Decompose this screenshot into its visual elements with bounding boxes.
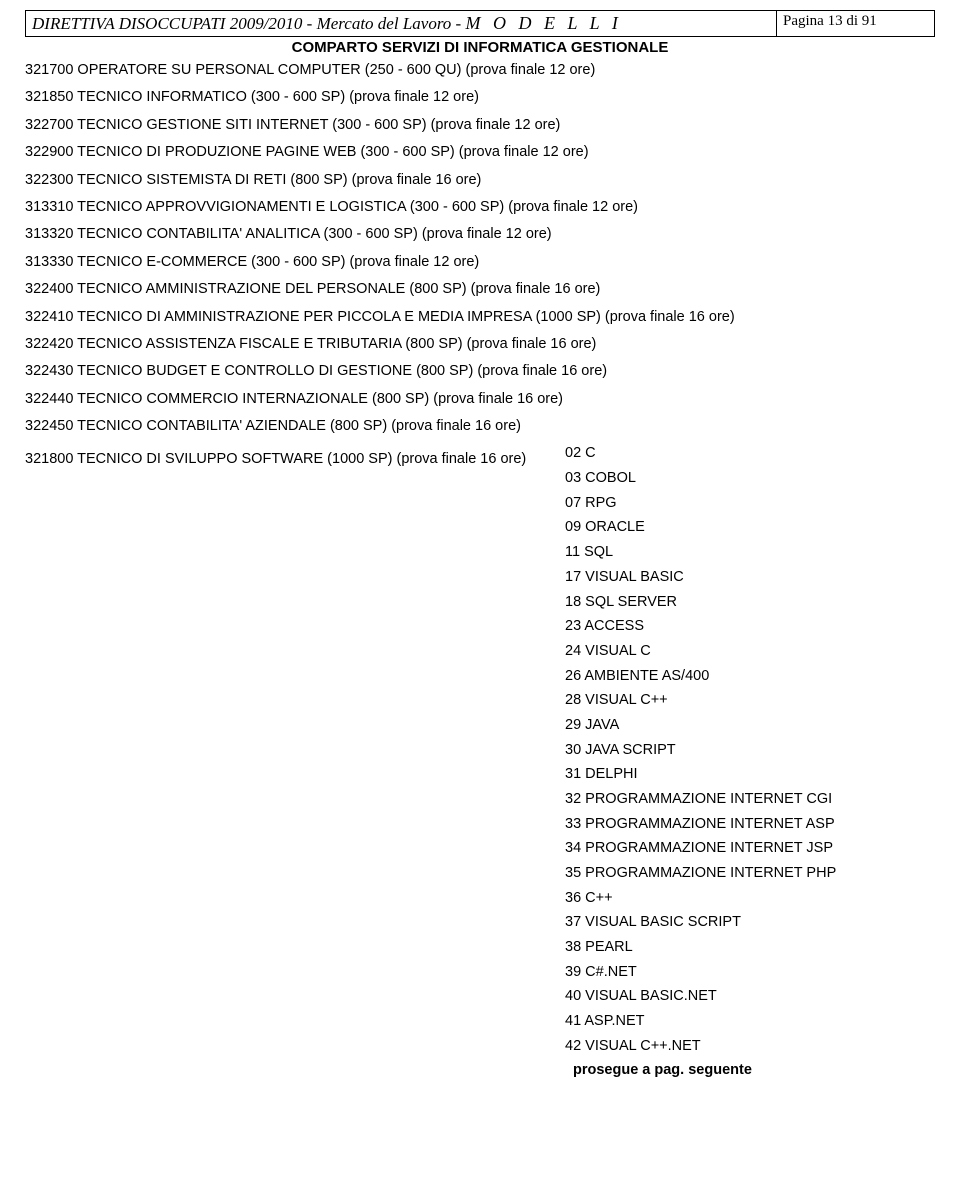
section-title: COMPARTO SERVIZI DI INFORMATICA GESTIONA… (25, 39, 935, 56)
sub-course-item: 37 VISUAL BASIC SCRIPT (565, 914, 836, 931)
course-item: 322400 TECNICO AMMINISTRAZIONE DEL PERSO… (25, 281, 935, 298)
course-item: 321700 OPERATORE SU PERSONAL COMPUTER (2… (25, 62, 935, 79)
header-title-prefix: DIRETTIVA DISOCCUPATI 2009/2010 - Mercat… (32, 14, 465, 33)
sub-course-item: 02 C (565, 445, 836, 462)
sub-course-item: 30 JAVA SCRIPT (565, 742, 836, 759)
course-item: 322450 TECNICO CONTABILITA' AZIENDALE (8… (25, 418, 935, 435)
sub-course-item: 36 C++ (565, 890, 836, 907)
sub-course-item: 32 PROGRAMMAZIONE INTERNET CGI (565, 791, 836, 808)
sub-course-item: 07 RPG (565, 495, 836, 512)
sub-course-item: 40 VISUAL BASIC.NET (565, 988, 836, 1005)
course-item: 322420 TECNICO ASSISTENZA FISCALE E TRIB… (25, 336, 935, 353)
course-item: 322430 TECNICO BUDGET E CONTROLLO DI GES… (25, 363, 935, 380)
sub-course-item: 33 PROGRAMMAZIONE INTERNET ASP (565, 816, 836, 833)
last-course-block: 321800 TECNICO DI SVILUPPO SOFTWARE (100… (25, 445, 935, 1078)
sub-course-item: 09 ORACLE (565, 519, 836, 536)
course-item: 322900 TECNICO DI PRODUZIONE PAGINE WEB … (25, 144, 935, 161)
course-item: 322410 TECNICO DI AMMINISTRAZIONE PER PI… (25, 309, 935, 326)
sub-course-item: 28 VISUAL C++ (565, 692, 836, 709)
page-number: Pagina 13 di 91 (777, 11, 934, 36)
sub-course-item: 26 AMBIENTE AS/400 (565, 668, 836, 685)
header-title: DIRETTIVA DISOCCUPATI 2009/2010 - Mercat… (26, 11, 777, 36)
sub-course-item: 41 ASP.NET (565, 1013, 836, 1030)
course-item: 322440 TECNICO COMMERCIO INTERNAZIONALE … (25, 391, 935, 408)
sub-course-item: 31 DELPHI (565, 766, 836, 783)
course-item: 322700 TECNICO GESTIONE SITI INTERNET (3… (25, 117, 935, 134)
sub-course-list: 02 C 03 COBOL 07 RPG 09 ORACLE 11 SQL 17… (565, 445, 836, 1078)
sub-course-item: 23 ACCESS (565, 618, 836, 635)
course-item: 321850 TECNICO INFORMATICO (300 - 600 SP… (25, 89, 935, 106)
course-item: 313330 TECNICO E-COMMERCE (300 - 600 SP)… (25, 254, 935, 271)
page-header: DIRETTIVA DISOCCUPATI 2009/2010 - Mercat… (25, 10, 935, 37)
document-page: DIRETTIVA DISOCCUPATI 2009/2010 - Mercat… (0, 0, 960, 1098)
sub-course-item: 03 COBOL (565, 470, 836, 487)
header-title-suffix: M O D E L L I (465, 13, 621, 33)
course-item: 313310 TECNICO APPROVVIGIONAMENTI E LOGI… (25, 199, 935, 216)
last-course-title: 321800 TECNICO DI SVILUPPO SOFTWARE (100… (25, 451, 565, 468)
sub-course-item: 34 PROGRAMMAZIONE INTERNET JSP (565, 840, 836, 857)
course-list: 321700 OPERATORE SU PERSONAL COMPUTER (2… (25, 62, 935, 435)
sub-course-item: 35 PROGRAMMAZIONE INTERNET PHP (565, 865, 836, 882)
sub-course-item: 29 JAVA (565, 717, 836, 734)
sub-course-item: 18 SQL SERVER (565, 594, 836, 611)
sub-course-item: 17 VISUAL BASIC (565, 569, 836, 586)
sub-course-item: 42 VISUAL C++.NET (565, 1038, 836, 1055)
sub-course-item: 24 VISUAL C (565, 643, 836, 660)
sub-course-item: 38 PEARL (565, 939, 836, 956)
sub-course-item: 39 C#.NET (565, 964, 836, 981)
continuation-note: prosegue a pag. seguente (565, 1062, 836, 1078)
course-item: 313320 TECNICO CONTABILITA' ANALITICA (3… (25, 226, 935, 243)
sub-course-item: 11 SQL (565, 544, 836, 561)
course-item: 322300 TECNICO SISTEMISTA DI RETI (800 S… (25, 172, 935, 189)
